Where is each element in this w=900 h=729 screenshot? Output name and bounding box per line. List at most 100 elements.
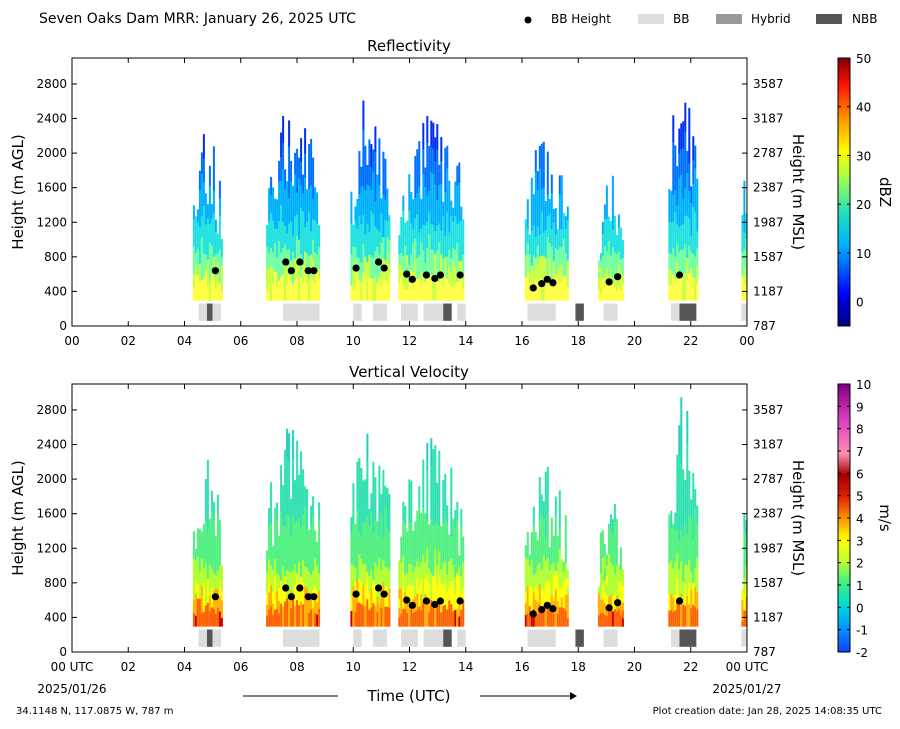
echo-cell [603,567,606,580]
echo-cell [354,246,357,261]
echo-cell [286,249,289,267]
echo-cell [200,599,203,614]
echo-cell [418,231,421,256]
echo-cell [300,184,303,209]
echo-cell [372,508,375,533]
echo-cell [676,242,679,263]
echo-cell [609,578,612,595]
echo-cell [220,591,223,601]
echo-cell [278,536,281,550]
echo-cell [314,251,317,269]
echo-cell [432,122,435,149]
echo-cell [354,273,357,288]
echo-cell [414,238,417,260]
echo-cell [554,552,557,572]
echo-cell [372,171,375,194]
echo-cell [402,225,405,241]
echo-cell [605,554,608,566]
echo-cell [678,482,681,512]
echo-cell [354,233,357,248]
echo-cell [196,209,199,223]
echo-cell [214,277,217,290]
echo-cell [597,266,600,273]
echo-cell [206,259,209,274]
bb-type-bar [671,629,680,647]
echo-cell [302,264,305,283]
y-tick-label-right: 1587 [753,576,784,590]
echo-cell [542,254,545,278]
echo-cell [434,230,437,255]
echo-cell [382,278,385,301]
echo-cell [202,252,205,277]
echo-cell [601,288,604,301]
echo-cell [617,263,620,277]
echo-cell [414,258,417,281]
echo-cell [448,266,451,284]
echo-cell [603,555,606,569]
echo-cell [280,534,283,558]
echo-cell [404,289,407,301]
echo-cell [605,234,608,252]
echo-cell [402,572,405,592]
echo-cell [566,286,569,301]
echo-cell [605,283,608,301]
echo-cell [424,281,427,301]
echo-cell [380,607,383,627]
echo-cell [196,528,199,543]
echo-cell [266,593,269,605]
echo-cell [292,542,295,571]
echo-cell [613,538,616,557]
echo-cell [532,506,535,525]
echo-cell [456,280,459,301]
echo-cell [668,220,671,238]
echo-cell [442,500,445,523]
echo-cell [412,213,415,229]
echo-cell [526,199,529,215]
echo-cell [621,248,624,258]
echo-cell [605,202,608,219]
echo-cell [538,234,541,257]
echo-cell [220,291,223,301]
bb-height-point [282,584,290,592]
bb-height-point [436,597,445,605]
echo-cell [674,577,677,595]
echo-cell [603,544,606,557]
echo-cell [268,508,271,526]
echo-cell [542,590,545,609]
echo-cell [678,251,681,277]
echo-cell [300,161,303,185]
echo-cell [370,531,373,551]
echo-cell [304,526,307,547]
echo-cell [412,242,415,258]
echo-cell [278,549,281,563]
bb-height-point [403,270,411,278]
echo-cell [388,215,391,228]
y-tick-label: 2800 [36,77,67,91]
echo-cell [198,570,201,585]
legend-bb-swatch [638,14,664,24]
echo-cell [532,609,535,627]
echo-cell [601,266,604,279]
echo-cell [218,520,221,536]
echo-cell [550,246,553,265]
echo-cell [524,288,527,301]
echo-cell [286,232,289,250]
echo-cell [268,609,271,627]
echo-cell [274,592,277,610]
echo-cell [384,485,387,507]
bb-height-point [605,604,613,612]
echo-cell [286,485,289,514]
echo-cell [388,251,391,265]
echo-cell [440,597,443,613]
echo-cell [450,243,453,258]
echo-cell [306,567,309,588]
echo-cell [524,545,527,558]
echo-cell [318,537,321,556]
echo-cell [526,242,529,258]
echo-cell [544,243,547,259]
echo-cell [552,587,555,601]
echo-cell [414,197,417,219]
echo-cell [550,174,553,193]
echo-cell [430,599,433,627]
echo-cell [366,598,369,627]
